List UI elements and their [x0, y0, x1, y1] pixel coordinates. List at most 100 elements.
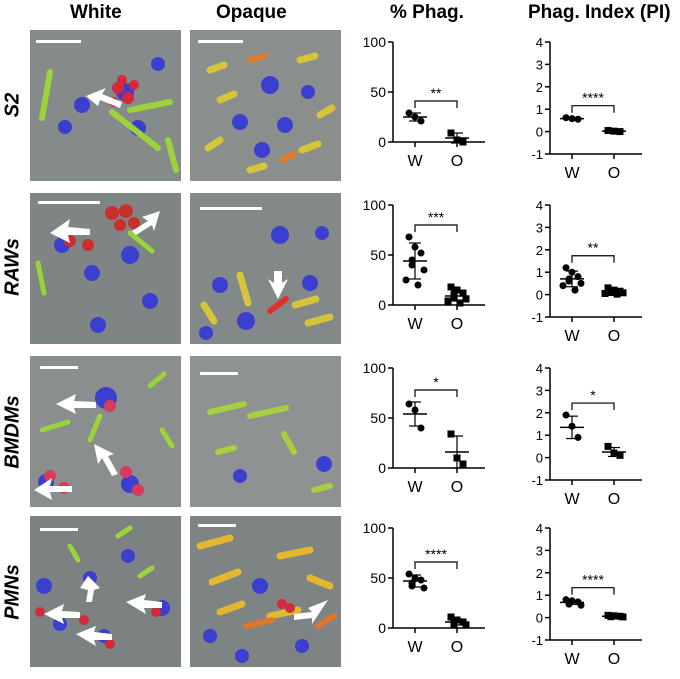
- x-tick-label: O: [608, 651, 620, 668]
- data-point: [619, 289, 627, 297]
- data-point: [408, 582, 416, 590]
- y-tick-label: -1: [531, 473, 543, 488]
- data-point: [417, 424, 425, 432]
- data-point: [613, 290, 621, 298]
- data-point: [456, 299, 464, 307]
- y-tick-label: 0: [378, 297, 386, 313]
- significance-bracket: [571, 105, 615, 113]
- x-tick-label: O: [608, 165, 620, 182]
- data-point: [610, 449, 618, 457]
- data-point: [607, 288, 615, 296]
- micrograph-bmdms-white: [30, 356, 181, 507]
- significance-bracket: [414, 224, 458, 232]
- chart-svg: 0 50 100 W O ***: [363, 197, 485, 333]
- y-tick-label: 0: [536, 451, 543, 466]
- data-point: [417, 117, 425, 125]
- y-tick-label: 1: [536, 588, 543, 603]
- x-tick-label: W: [564, 165, 580, 182]
- y-tick-label: 3: [536, 57, 543, 72]
- x-tick-label: W: [407, 153, 423, 170]
- micrograph-raws-opaque: [190, 193, 341, 344]
- data-point: [568, 268, 576, 276]
- significance-label: ****: [582, 90, 604, 106]
- data-point: [459, 289, 467, 297]
- data-point: [450, 293, 458, 301]
- micrograph-bmdms-opaque: [190, 356, 341, 507]
- significance-bracket: [571, 402, 615, 411]
- y-tick-label: 4: [536, 35, 543, 50]
- significance-label: ****: [425, 546, 447, 562]
- data-point: [574, 273, 582, 281]
- chart-pi-s2: -1 0 1 2 3 4 W O ****: [512, 30, 662, 188]
- significance-label: ****: [582, 572, 604, 588]
- data-point: [453, 136, 461, 144]
- data-point: [562, 264, 570, 272]
- data-point: [420, 266, 428, 274]
- data-point: [616, 128, 624, 136]
- x-tick-label: W: [564, 491, 580, 508]
- y-tick-label: 0: [378, 620, 386, 636]
- y-tick-label: 1: [536, 102, 543, 117]
- data-point: [417, 249, 425, 257]
- y-tick-label: 0: [378, 134, 386, 150]
- row-label-s2: S2: [1, 92, 24, 118]
- x-tick-label: O: [451, 479, 463, 496]
- data-point: [414, 281, 422, 289]
- data-point: [405, 570, 413, 578]
- significance-bracket: [571, 255, 615, 263]
- data-point: [616, 451, 624, 459]
- chart-pi-raws: -1 0 1 2 3 4 W O **: [512, 193, 662, 351]
- y-tick-label: 50: [370, 247, 386, 263]
- significance-bracket: [571, 587, 615, 595]
- data-point: [574, 115, 582, 123]
- data-point: [462, 295, 470, 303]
- data-point: [619, 613, 627, 621]
- y-tick-label: 4: [536, 521, 543, 536]
- y-tick-label: 0: [536, 611, 543, 626]
- y-tick-label: 4: [536, 361, 543, 376]
- y-tick-label: 2: [536, 566, 543, 581]
- data-point: [447, 129, 455, 137]
- data-point: [411, 113, 419, 121]
- data-point: [447, 430, 455, 438]
- y-tick-label: 0: [536, 125, 543, 140]
- chart-svg: -1 0 1 2 3 4 W O ****: [531, 521, 642, 668]
- column-header-white: White: [70, 2, 122, 23]
- data-point: [411, 243, 419, 251]
- data-point: [604, 442, 612, 450]
- data-point: [577, 601, 585, 609]
- data-point: [453, 286, 461, 294]
- chart-pi-pmns: -1 0 1 2 3 4 W O ****: [512, 516, 662, 674]
- chart-svg: 0 50 100 W O ****: [363, 520, 485, 656]
- data-point: [610, 127, 618, 135]
- x-tick-label: W: [407, 639, 423, 656]
- data-point: [565, 600, 573, 608]
- x-tick-label: O: [451, 153, 463, 170]
- data-point: [577, 279, 585, 287]
- data-point: [459, 138, 467, 146]
- data-point: [405, 233, 413, 241]
- x-tick-label: W: [407, 316, 423, 333]
- significance-label: *: [590, 387, 596, 403]
- y-tick-label: 0: [536, 288, 543, 303]
- micrograph-s2-white: [30, 30, 181, 181]
- data-point: [411, 406, 419, 414]
- y-tick-label: -1: [531, 633, 543, 648]
- x-tick-label: O: [608, 491, 620, 508]
- y-tick-label: 50: [370, 84, 386, 100]
- micrograph-pmns-white: [30, 516, 181, 667]
- data-point: [420, 584, 428, 592]
- chart-phag-bmdms: 0 50 100 W O *: [355, 356, 505, 514]
- data-point: [562, 411, 570, 419]
- y-tick-label: 1: [536, 428, 543, 443]
- data-point: [405, 400, 413, 408]
- significance-bracket: [414, 389, 458, 397]
- x-tick-label: O: [608, 328, 620, 345]
- significance-label: **: [588, 240, 599, 256]
- y-tick-label: 3: [536, 383, 543, 398]
- chart-svg: -1 0 1 2 3 4 W O **: [531, 198, 642, 345]
- y-tick-label: 50: [370, 410, 386, 426]
- data-point: [568, 422, 576, 430]
- chart-phag-raws: 0 50 100 W O ***: [355, 193, 505, 351]
- y-tick-label: 100: [363, 360, 387, 376]
